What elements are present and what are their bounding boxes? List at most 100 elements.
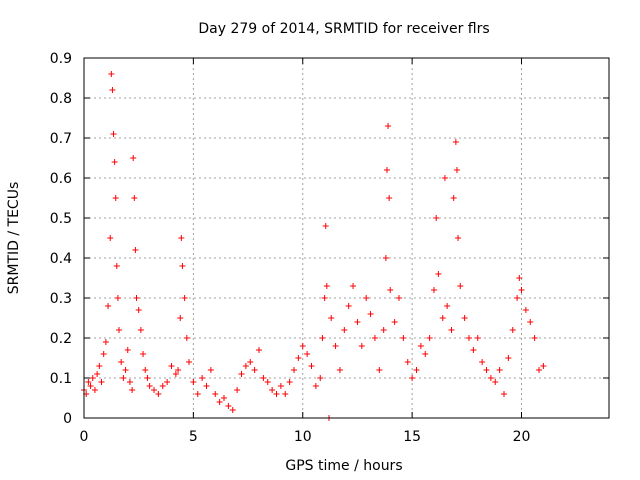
data-point [94, 371, 101, 377]
data-point [273, 391, 280, 397]
y-tick-label: 0 [63, 411, 72, 427]
data-point [212, 391, 219, 397]
data-point [422, 351, 429, 357]
data-point [264, 379, 271, 385]
data-point [332, 343, 339, 349]
data-point [238, 371, 245, 377]
data-point [417, 343, 424, 349]
data-point [137, 327, 144, 333]
data-point [350, 283, 357, 289]
y-tick-label: 0.2 [50, 331, 72, 347]
data-point [501, 391, 507, 397]
data-point [304, 351, 311, 357]
data-point [151, 387, 157, 393]
plot-frame [83, 57, 610, 419]
data-point [132, 247, 139, 253]
data-point [124, 347, 131, 353]
data-point [540, 363, 547, 369]
data-point [536, 367, 542, 373]
data-point [321, 295, 328, 301]
data-point [256, 347, 262, 353]
data-point [159, 383, 166, 389]
data-point [122, 367, 129, 373]
data-point [118, 359, 125, 365]
data-point [453, 167, 460, 173]
data-point [380, 327, 387, 333]
data-point [144, 375, 151, 381]
data-point [164, 379, 171, 385]
data-point [312, 383, 319, 389]
data-point [474, 335, 481, 341]
y-tick-label: 0.9 [50, 51, 72, 67]
data-point [129, 387, 136, 393]
data-point [452, 139, 459, 145]
x-tick-label: 5 [189, 429, 198, 445]
y-tick-label: 0.4 [50, 251, 72, 267]
data-point [341, 327, 348, 333]
data-point [492, 379, 499, 385]
data-point [203, 383, 210, 389]
data-point [168, 363, 175, 369]
data-point [457, 283, 464, 289]
y-tick-label: 0.8 [50, 91, 72, 107]
data-point [308, 363, 315, 369]
data-point [96, 363, 103, 369]
data-point [367, 311, 374, 317]
data-point [382, 255, 389, 261]
data-point [299, 343, 306, 349]
data-point [120, 375, 127, 381]
data-point [396, 295, 402, 301]
data-point [496, 367, 503, 373]
data-point [207, 367, 214, 373]
data-point [505, 355, 512, 361]
data-point [135, 307, 142, 313]
y-axis-label: SRMTID / TECUs [6, 182, 22, 295]
data-point [175, 367, 182, 373]
data-point [328, 315, 335, 321]
data-point [109, 87, 116, 93]
data-point [111, 159, 118, 165]
data-point [466, 335, 472, 341]
data-point [229, 407, 236, 413]
data-point [522, 307, 529, 313]
data-point [194, 391, 201, 397]
data-point [509, 327, 516, 333]
data-point [114, 295, 121, 301]
data-point [216, 399, 223, 405]
data-point [105, 303, 112, 309]
y-tick-labels: 0 0.1 0.2 0.3 0.4 0.5 0.6 0.7 0.8 0.9 [50, 51, 72, 427]
data-point [133, 295, 140, 301]
y-tick-label: 0.5 [50, 211, 72, 227]
data-point [181, 295, 188, 301]
data-point [448, 327, 455, 333]
data-point [282, 391, 289, 397]
data-point [435, 271, 442, 277]
data-point [487, 375, 494, 381]
data-point [199, 375, 206, 381]
data-point [107, 235, 114, 241]
data-point [116, 327, 122, 333]
data-point [444, 303, 451, 309]
y-tick-label: 0.7 [50, 131, 72, 147]
data-point [431, 287, 437, 293]
data-point [461, 315, 468, 321]
data-point [470, 347, 477, 353]
data-point [87, 383, 94, 389]
data-point [441, 175, 448, 181]
data-point [483, 367, 490, 373]
data-point [186, 359, 192, 365]
data-point [386, 195, 393, 201]
data-point [112, 195, 119, 201]
data-point [234, 387, 241, 393]
data-point [286, 379, 293, 385]
data-point [317, 375, 324, 381]
x-tick-labels: 0 5 10 15 20 [80, 429, 531, 445]
x-tick-label: 15 [403, 429, 421, 445]
data-point [140, 351, 147, 357]
data-point [130, 155, 137, 161]
y-tick-label: 0.1 [50, 371, 72, 387]
data-point [91, 387, 98, 393]
y-tick-label: 0.6 [50, 171, 72, 187]
data-point [89, 375, 96, 381]
